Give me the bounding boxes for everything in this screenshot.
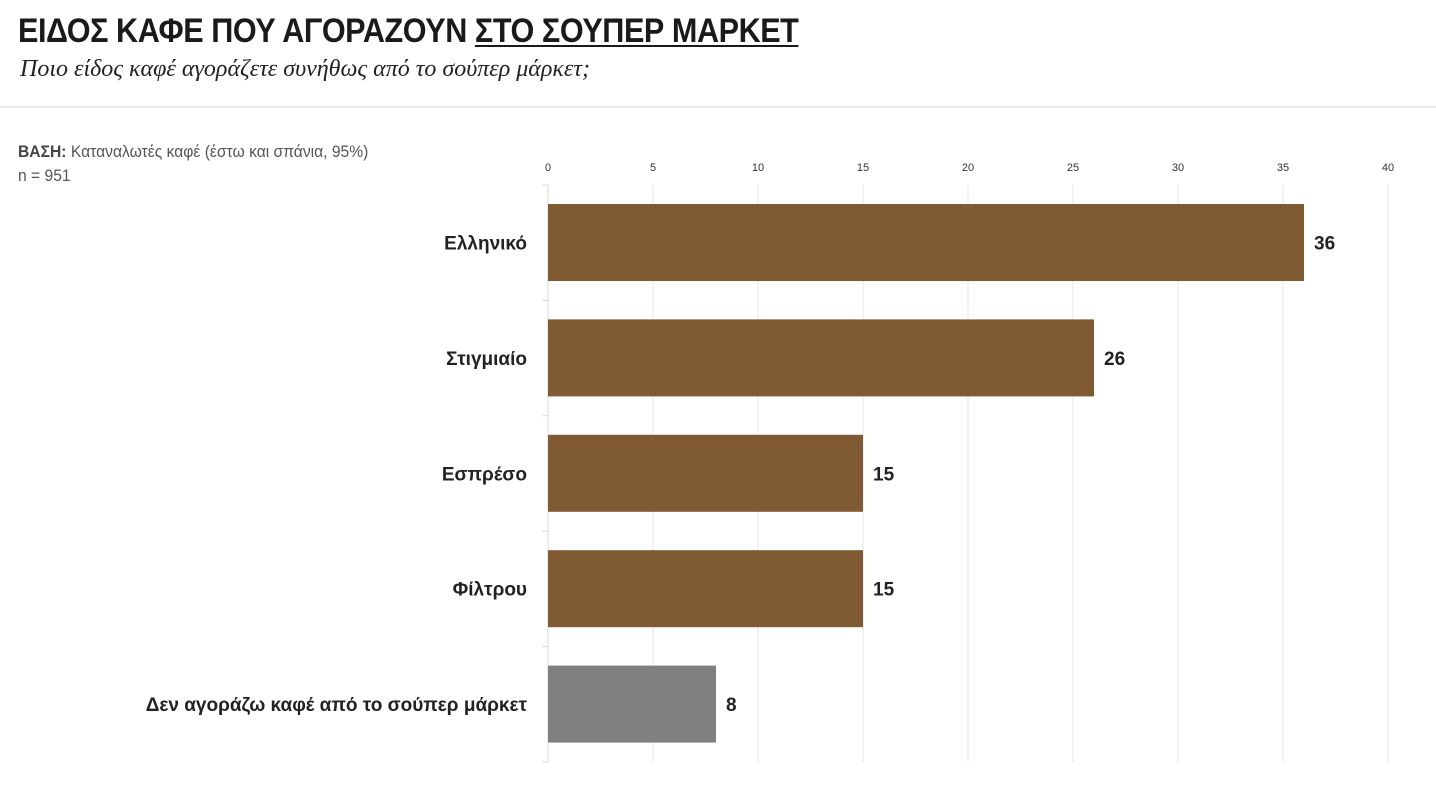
x-tick-label: 40 (1382, 162, 1394, 174)
chart-subtitle: Ποιο είδος καφέ αγοράζετε συνήθως από το… (20, 56, 590, 82)
bar (548, 204, 1304, 281)
x-tick-label: 10 (752, 162, 764, 174)
title-main: ΕΙΔΟΣ ΚΑΦΕ ΠΟΥ ΑΓΟΡΑΖΟΥΝ (18, 12, 467, 50)
base-line: ΒΑΣΗ: Καταναλωτές καφέ (έστω και σπάνια,… (18, 140, 368, 164)
bar (548, 434, 863, 512)
category-label: Εσπρέσο (442, 464, 527, 485)
value-label: 26 (1104, 349, 1125, 370)
x-tick-label: 15 (857, 162, 869, 174)
x-tick-label: 0 (545, 162, 551, 174)
x-tick-label: 20 (962, 162, 974, 174)
category-label: Ελληνικό (444, 234, 527, 255)
x-tick-label: 25 (1067, 162, 1079, 174)
x-tick-label: 5 (650, 162, 656, 174)
x-tick-label: 35 (1277, 162, 1289, 174)
category-label: Στιγμιαίο (446, 349, 527, 370)
bar (548, 665, 716, 743)
x-tick-label: 30 (1172, 162, 1184, 174)
header-divider (0, 106, 1436, 108)
bar (548, 319, 1094, 397)
title-underlined: ΣΤΟ ΣΟΥΠΕΡ ΜΑΡΚΕΤ (474, 12, 799, 50)
base-text: Καταναλωτές καφέ (έστω και σπάνια, 95%) (70, 142, 369, 161)
value-label: 15 (873, 464, 895, 485)
value-label: 15 (873, 580, 895, 601)
page-title: ΕΙΔΟΣ ΚΑΦΕ ΠΟΥ ΑΓΟΡΑΖΟΥΝ ΣΤΟ ΣΟΥΠΕΡ ΜΑΡΚ… (18, 12, 799, 51)
sample-size: n = 951 (18, 166, 71, 185)
bar (548, 550, 863, 628)
value-label: 8 (726, 695, 737, 716)
category-label: Δεν αγοράζω καφέ από το σούπερ μάρκετ (146, 695, 528, 716)
category-label: Φίλτρου (453, 580, 527, 601)
base-note: ΒΑΣΗ: Καταναλωτές καφέ (έστω και σπάνια,… (18, 140, 368, 188)
base-label: ΒΑΣΗ: (18, 142, 67, 161)
value-label: 36 (1314, 234, 1335, 255)
